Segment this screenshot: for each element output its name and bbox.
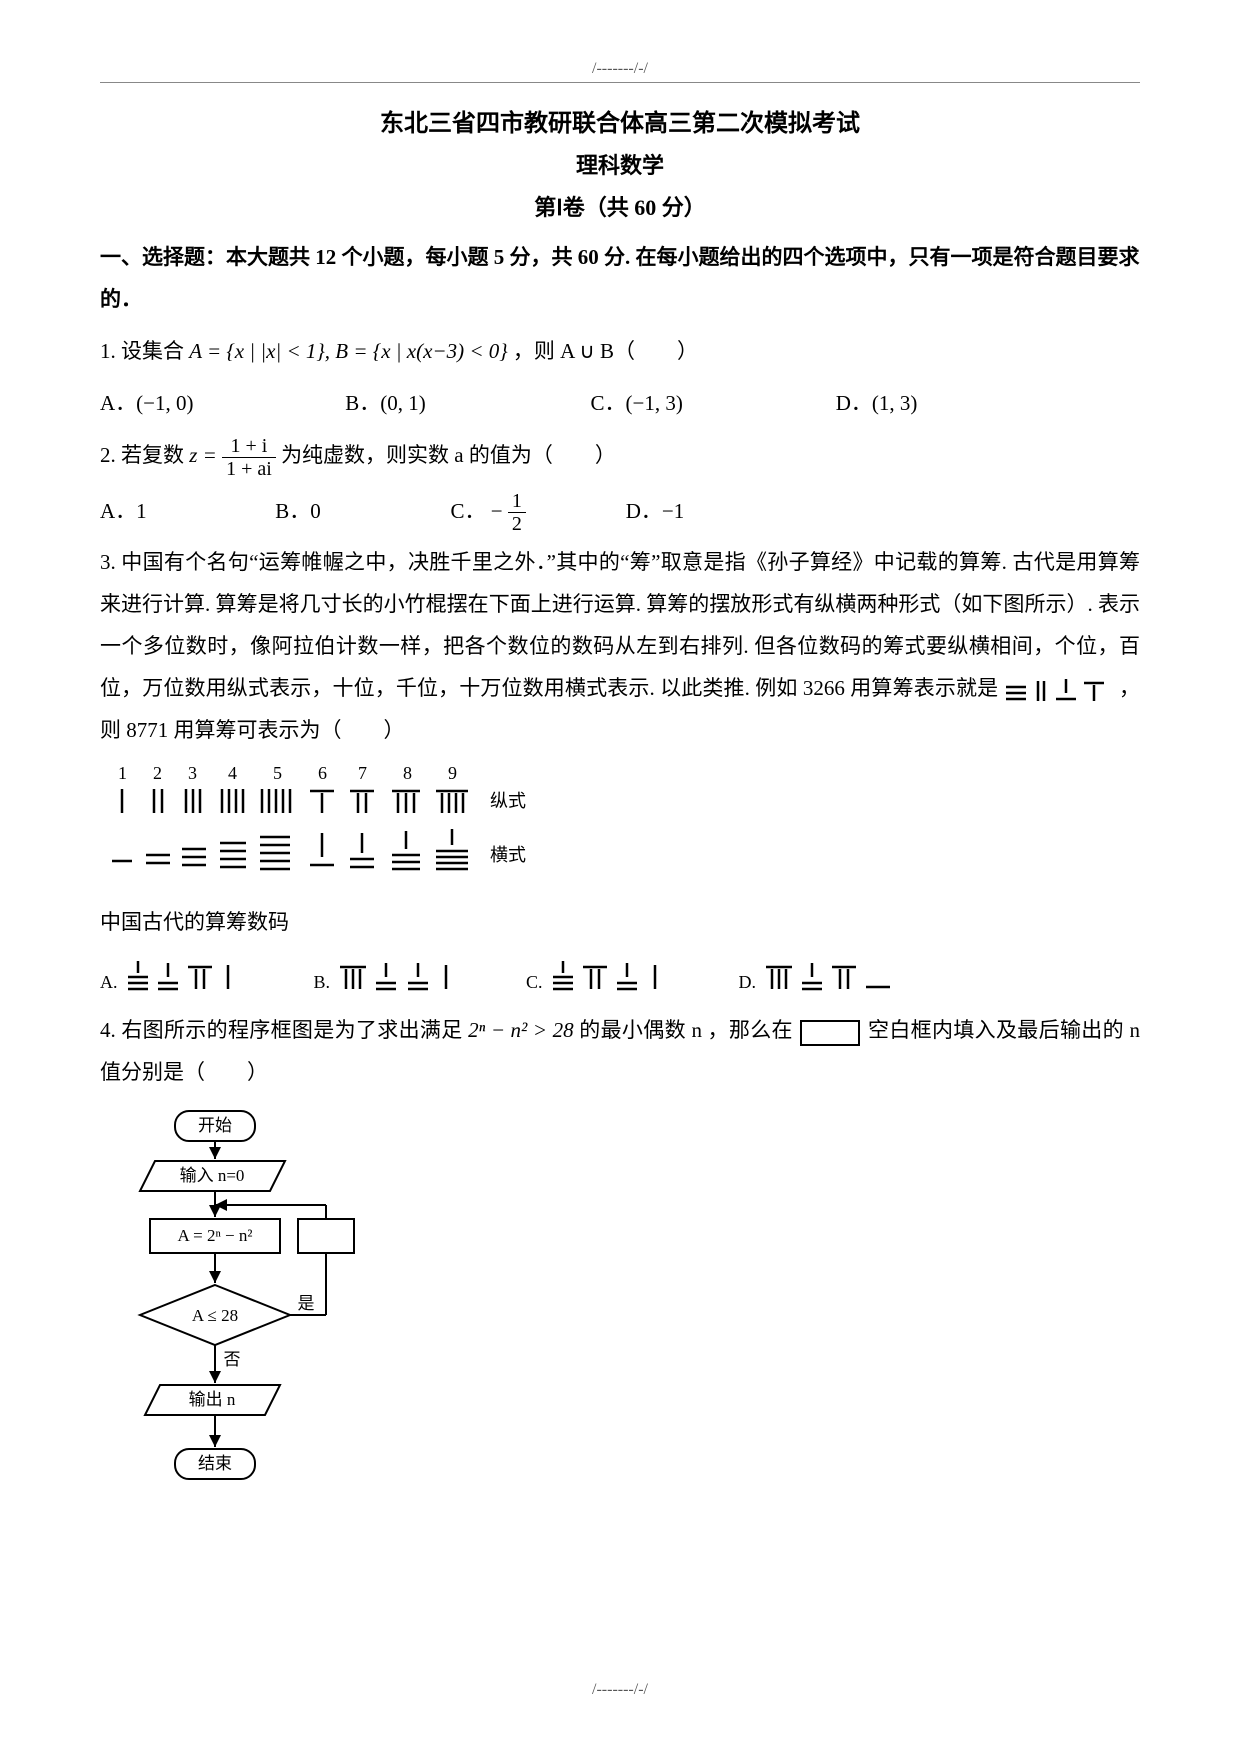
rod-3266-inline [1004,676,1119,700]
exam-title: 东北三省四市教研联合体高三第二次模拟考试 [100,103,1140,138]
q3-opt-a-label: A. [100,972,118,993]
question-2: 2. 若复数 z = 1 + i 1 + ai 为纯虚数，则实数 a 的值为（ … [100,434,1140,480]
q3-opt-b-label: B. [314,972,331,993]
q2-frac-num: 1 + i [222,435,276,458]
q2-fraction: 1 + i 1 + ai [222,435,276,480]
flow-no: 否 [224,1350,241,1369]
q1-opt-d: D．(1, 3) [836,382,1076,424]
q2-prefix: 2. 若复数 [100,443,189,467]
svg-text:8: 8 [403,763,412,783]
q2-options: A．1 B．0 C． − 1 2 D．−1 [100,490,1140,536]
flow-cond: A ≤ 28 [192,1306,238,1325]
q2-opt-b: B．0 [275,490,445,532]
flowchart: 开始 输入 n=0 A = 2ⁿ − n² A ≤ 28 是 否 输出 n 结束 [120,1107,1140,1527]
exam-subject: 理科数学 [100,148,1140,180]
question-3: 3. 中国有个名句“运筹帷幄之中，决胜千里之外．”其中的“筹”取意是指《孙子算经… [100,541,1140,751]
flow-input: 输入 n=0 [180,1166,245,1185]
q2-opt-c-neg: − [491,490,503,532]
header-marker: /-------/-/ [100,60,1140,83]
question-4: 4. 右图所示的程序框图是为了求出满足 2ⁿ − n² > 28 的最小偶数 n… [100,1009,1140,1093]
q2-c-den: 2 [508,513,526,535]
q1-sets: A = {x | |x| < 1}, B = {x | x(x−3) < 0} [189,339,507,363]
q4-mid: 的最小偶数 n ，那么在 [579,1018,793,1042]
svg-text:2: 2 [153,763,162,783]
digit-1: 1 [118,763,127,783]
q3-opt-d: D. [739,959,903,993]
flow-assign: A = 2ⁿ − n² [178,1226,253,1245]
footer-marker: /-------/-/ [100,1681,1140,1703]
flow-output: 输出 n [189,1390,236,1409]
q3-opt-b: B. [314,959,467,993]
q2-z: z = [189,443,222,467]
q2-opt-c: C． − 1 2 [451,490,621,536]
q1-opt-c: C．(−1, 3) [591,382,831,424]
q2-opt-a: A．1 [100,490,270,532]
q3-options: A. B. C. [100,959,1140,993]
q1-options: A．(−1, 0) B．(0, 1) C．(−1, 3) D．(1, 3) [100,382,1140,424]
flow-start: 开始 [198,1116,232,1135]
question-1: 1. 设集合 A = {x | |x| < 1}, B = {x | x(x−3… [100,330,1140,372]
q2-c-num: 1 [508,490,526,513]
svg-text:4: 4 [228,763,237,783]
rod-numeral-table: 1 2 3 4 5 6 7 8 9 [100,761,1140,891]
q3-opt-a: A. [100,959,254,993]
q4-prefix: 4. 右图所示的程序框图是为了求出满足 [100,1018,468,1042]
svg-text:7: 7 [358,763,367,783]
blank-box-icon [800,1020,860,1046]
q3-opt-c-label: C. [526,972,543,993]
q2-mid: 为纯虚数，则实数 a 的值为（ ） [281,443,616,467]
row-horizontal-label: 横式 [490,845,526,865]
svg-text:6: 6 [318,763,327,783]
q1-prefix: 1. 设集合 [100,339,189,363]
row-vertical-label: 纵式 [490,791,526,811]
rod-table-caption: 中国古代的算筹数码 [100,901,1140,943]
q1-opt-b: B．(0, 1) [345,382,585,424]
flow-yes: 是 [298,1294,315,1313]
q3-p1: 3. 中国有个名句“运筹帷幄之中，决胜千里之外．”其中的“筹”取意是指《孙子算经… [100,550,1140,700]
q2-frac-den: 1 + ai [222,458,276,480]
section-title: 第Ⅰ卷（共 60 分） [100,190,1140,222]
q2-opt-c-frac: 1 2 [508,490,526,535]
q2-opt-d: D．−1 [626,490,796,532]
q4-expr: 2ⁿ − n² > 28 [468,1018,574,1042]
svg-text:9: 9 [448,763,457,783]
q1-suffix: ，则 A ∪ B（ ） [513,339,698,363]
section-heading: 一、选择题：本大题共 12 个小题，每小题 5 分，共 60 分. 在每小题给出… [100,236,1140,320]
q2-opt-c-prefix: C． [451,490,486,532]
svg-text:3: 3 [188,763,197,783]
q3-opt-c: C. [526,959,679,993]
svg-text:5: 5 [273,763,282,783]
q1-opt-a: A．(−1, 0) [100,382,340,424]
q3-opt-d-label: D. [739,972,757,993]
flow-end: 结束 [198,1454,232,1473]
